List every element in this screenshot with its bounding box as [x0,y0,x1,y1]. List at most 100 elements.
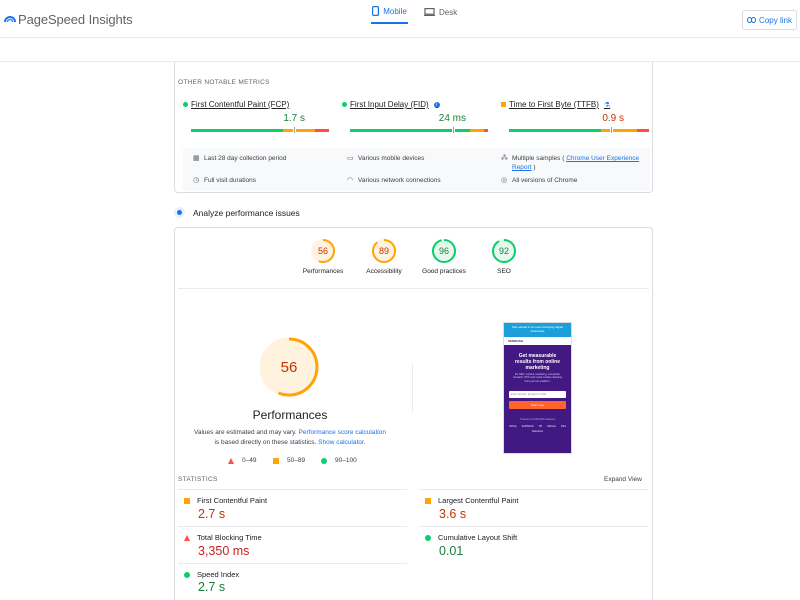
info-samples-text: Multiple samples ( Chrome User Experienc… [512,154,646,172]
brand-logo: TESLA [509,425,517,428]
score-gauge-seo[interactable]: 92 [491,238,517,264]
performance-gauge-arc [259,337,319,397]
score-gauge-accessibility[interactable]: 89 [371,238,397,264]
metric-fid-value: 24 ms [438,113,466,124]
wifi-icon: ◠ [347,177,354,184]
mobile-icon [372,6,380,16]
screenshot-cta-button: Start now [509,401,566,409]
gauge-arc [311,239,335,263]
info-network: ◠ Various network connections [347,176,441,185]
info-samples-prefix: Multiple samples ( [512,155,567,162]
calendar-icon: ▦ [193,155,200,162]
statistics-title: STATISTICS [178,476,218,483]
stats-separator [178,563,407,564]
legend-poor-range: 0–49 [242,457,257,464]
score-gauge-good-practices[interactable]: 96 [431,238,457,264]
metric-fcp-name[interactable]: First Contentful Paint (FCP) [183,100,289,109]
metric-fid-marker [452,126,455,134]
info-samples: ⁂ Multiple samples ( Chrome User Experie… [501,154,646,172]
gauge-arc [372,239,396,263]
gauge-score-text: 89 [379,246,389,256]
info-network-text: Various network connections [358,177,441,184]
other-metrics-title: OTHER NOTABLE METRICS [178,79,270,86]
metric-ttfb-bar [509,129,649,132]
app-header [0,0,800,38]
good-circle-icon [184,571,190,578]
gauge-label-accessibility: Accessibility [366,268,402,275]
info-chrome-versions: ◎ All versions of Chrome [501,176,577,185]
info-collection-period: ▦ Last 28 day collection period [193,154,286,163]
score-gauge-performances[interactable]: 56 [310,238,336,264]
stat-tbt-label: Total Blocking Time [197,533,262,542]
score-calculation-link[interactable]: Performance score calculation [298,429,386,436]
metric-ttfb-value: 0.9 s [602,113,624,124]
gauge-score-text: 56 [318,246,328,256]
performance-description: Values are estimated and may vary. Perfo… [192,428,388,448]
pagespeed-logo-icon [4,16,16,23]
legend-good-range: 90–100 [335,457,357,464]
brand-logo: Walmart [547,425,556,428]
info-icon[interactable]: i [433,101,440,108]
average-square-icon [184,497,190,504]
info-visit-durations-text: Full visit durations [204,177,257,184]
stat-cls-label: Cumulative Layout Shift [438,533,518,542]
tab-mobile[interactable]: Mobile [371,0,408,24]
stat-si-label: Speed Index [197,570,240,579]
brand-logo: Salesforce [531,430,544,433]
screenshot-brands: TESLA SAMSUNG HP Walmart P&G Salesforce [509,425,566,433]
poor-triangle-icon [228,457,234,464]
stat-fcp-name: First Contentful Paint [184,496,267,505]
performance-desc-part2: is based directly on these statistics. [214,439,319,446]
stats-separator [419,489,648,490]
screenshot-headline: Get measurable results from online marke… [514,353,560,371]
metric-ttfb-name[interactable]: Time to First Byte (TTFB) ⚗ [501,100,610,109]
samples-icon: ⁂ [501,155,508,162]
legend-average-range: 50–89 [287,457,306,464]
stat-lcp-value: 3.6 s [439,507,467,521]
gauge-label-seo: SEO [497,268,511,275]
stat-si-name: Speed Index [184,570,239,579]
analyze-panel [174,227,653,600]
metric-fid-name[interactable]: First Input Delay (FID) i [342,100,440,109]
brand-logo: P&G [560,425,566,428]
metric-fcp-value: 1.7 s [283,113,305,124]
stat-fcp-label: First Contentful Paint [197,496,268,505]
screenshot-hero [504,345,571,453]
stat-tbt-value: 3,350 ms [198,544,250,558]
stat-tbt-name: Total Blocking Time [184,533,262,542]
metric-fid-bar [350,129,488,132]
stat-lcp-name: Largest Contentful Paint [425,496,518,505]
stats-separator [419,526,648,527]
stats-separator [178,526,407,527]
good-circle-icon [321,457,327,464]
metric-ttfb-marker [610,126,613,134]
brand-logo: SAMSUNG [521,425,534,428]
info-devices-text: Various mobile devices [358,155,425,162]
analyze-icon [174,207,185,218]
experimental-flask-icon[interactable]: ⚗ [603,101,611,109]
gauge-score-text: 96 [439,246,449,256]
tab-desktop[interactable]: Desk [424,0,460,24]
metric-fcp-marker [293,126,296,134]
show-calculator-link[interactable]: Show calculator. [318,439,366,446]
expand-view-link[interactable]: Expand View [604,476,642,483]
screenshot-logo: SEMRUSH [504,337,571,345]
performance-gauge: 56 [259,337,319,397]
performance-desc-part1: Values are estimated and may vary. [194,429,299,436]
copy-link-label: Copy link [759,15,792,25]
analyze-heading: Analyze performance issues [193,208,300,218]
metric-fid-label: First Input Delay (FID) [350,100,429,109]
legend-average: 50–89 [273,457,305,464]
stat-lcp-label: Largest Contentful Paint [438,496,519,505]
metric-ttfb-label: Time to First Byte (TTFB) [509,100,599,109]
desktop-icon [424,8,435,16]
page-screenshot: Stay ahead in an ever-changing digital l… [503,322,572,454]
info-chrome-versions-text: All versions of Chrome [512,177,578,184]
chrome-ux-report-link[interactable]: Chrome User Experience Report [512,155,640,171]
gauge-label-good-practices: Good practices [422,268,466,275]
devices-icon: ▭ [347,155,354,162]
metric-fcp-label: First Contentful Paint (FCP) [191,100,290,109]
screenshot-footer: Trusted by 10,000,000 marketers [519,418,556,421]
performance-score-text: 56 [281,359,298,376]
copy-link-button[interactable]: Copy link [742,10,797,30]
